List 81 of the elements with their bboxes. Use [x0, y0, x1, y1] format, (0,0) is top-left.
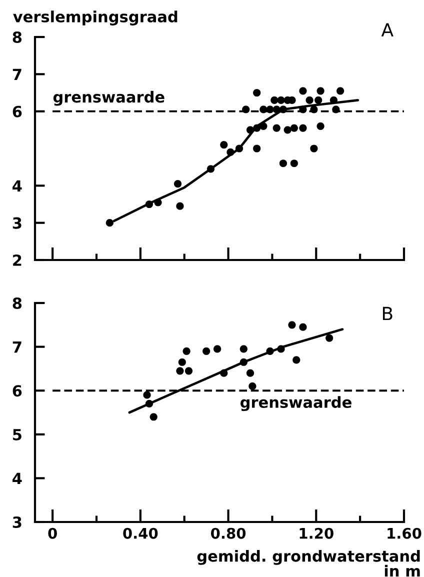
y-tick-label: 3: [12, 217, 22, 229]
point: [299, 323, 307, 331]
point: [332, 106, 340, 114]
point: [106, 219, 114, 227]
x-tick-label: 0.80: [210, 528, 246, 539]
point: [316, 87, 324, 95]
x-tick-label: 0.40: [123, 528, 158, 539]
x-tick-label: 0: [48, 528, 57, 539]
point: [242, 106, 250, 114]
point: [299, 106, 307, 114]
point: [178, 358, 186, 366]
point: [314, 96, 322, 104]
point: [266, 347, 274, 355]
point: [206, 165, 215, 173]
point: [143, 391, 151, 399]
y-tick-label: 7: [12, 341, 22, 353]
point: [330, 96, 338, 104]
point: [290, 160, 298, 168]
y-tick-label: 3: [12, 516, 22, 528]
point: [150, 413, 158, 421]
point: [226, 148, 234, 156]
y-tick-label: 8: [12, 297, 22, 310]
point: [336, 87, 344, 95]
x-tick-label: 1.20: [300, 528, 334, 539]
y-tick-label: 6: [12, 385, 22, 397]
point: [154, 198, 162, 206]
point: [290, 124, 298, 132]
point: [326, 334, 334, 342]
point: [145, 400, 154, 408]
point: [277, 96, 285, 104]
point: [260, 122, 268, 130]
point: [299, 124, 307, 132]
x-tick-label: 1.60: [388, 528, 422, 539]
point: [248, 382, 256, 390]
chart-title: A: [381, 23, 394, 36]
y-tick-label: 5: [13, 429, 22, 440]
point: [184, 367, 193, 375]
point: [310, 106, 318, 114]
y-tick-label: 4: [12, 180, 22, 192]
point: [214, 345, 222, 353]
point: [253, 88, 261, 97]
y-tick-label: 2: [13, 254, 22, 266]
point: [246, 126, 254, 134]
point: [240, 345, 248, 353]
y-tick-label: 6: [12, 106, 22, 118]
point: [220, 140, 228, 149]
point: [260, 106, 268, 114]
point: [306, 96, 314, 104]
point: [240, 358, 248, 366]
point: [292, 356, 300, 364]
y-axis-title: verslempingsgraad: [13, 10, 178, 26]
point: [246, 369, 254, 377]
ref-line-label: grenswaarde: [240, 396, 352, 412]
point: [145, 200, 154, 208]
x-axis-title: gemidd. grondwaterstand in m: [197, 550, 420, 577]
point: [266, 106, 274, 114]
y-tick-label: 7: [12, 68, 22, 80]
point: [279, 106, 287, 114]
point: [202, 347, 210, 355]
ref-line-label: grenswaarde: [53, 90, 164, 106]
point: [272, 124, 280, 132]
point: [235, 144, 244, 152]
point: [299, 87, 307, 95]
point: [176, 367, 184, 375]
y-tick-label: 8: [12, 31, 22, 44]
point: [270, 96, 278, 104]
point: [316, 122, 324, 130]
point: [272, 106, 280, 114]
y-tick-label: 4: [12, 472, 22, 484]
point: [279, 160, 287, 168]
point: [284, 126, 292, 134]
point: [182, 347, 190, 355]
point: [310, 144, 318, 152]
point: [176, 202, 184, 210]
point: [288, 321, 296, 329]
point: [174, 180, 182, 188]
point: [277, 345, 285, 353]
point: [253, 144, 261, 152]
point: [220, 369, 228, 377]
point: [253, 124, 261, 132]
chart-title: B: [382, 306, 392, 320]
